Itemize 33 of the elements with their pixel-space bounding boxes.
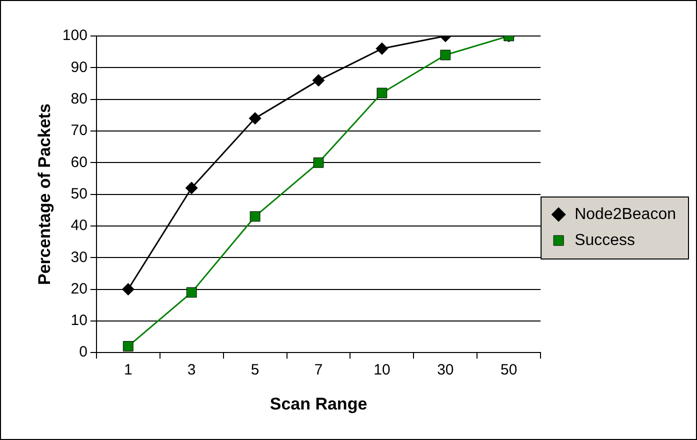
y-tick-label: 20 [70, 280, 88, 298]
point [250, 211, 260, 222]
y-tick-label: 90 [70, 58, 88, 76]
x-tick-label: 50 [500, 362, 518, 379]
point [185, 182, 198, 194]
y-tick-label: 40 [70, 217, 88, 234]
x-tick-label: 1 [124, 362, 132, 379]
legend-label: Success [574, 232, 636, 249]
y-tick-label: 80 [70, 90, 88, 108]
y-tick-label: 50 [70, 185, 88, 202]
x-tick-label: 3 [187, 362, 196, 379]
y-tick-label: 70 [70, 122, 88, 140]
y-tick-label: 10 [70, 312, 88, 330]
x-tick-label: 5 [250, 362, 260, 379]
point [248, 112, 262, 125]
legend-label: Node2Beacon [574, 206, 676, 223]
point [186, 287, 197, 298]
point [122, 283, 134, 296]
y-tick-label: 60 [70, 154, 88, 171]
point [376, 88, 388, 98]
x-tick-label: 30 [437, 362, 454, 379]
x-tick-label: 10 [374, 362, 390, 379]
point [440, 50, 451, 60]
y-axis-title: Percentage of Packets [34, 104, 54, 286]
y-tick-label: 0 [79, 344, 88, 361]
point [122, 341, 134, 352]
x-tick-label: 7 [314, 362, 323, 379]
point [376, 42, 388, 55]
y-tick-label: 30 [70, 248, 88, 266]
y-tick-label: 100 [62, 27, 88, 44]
point [312, 74, 325, 87]
x-axis-title: Scan Range [270, 394, 368, 414]
point [313, 157, 324, 168]
